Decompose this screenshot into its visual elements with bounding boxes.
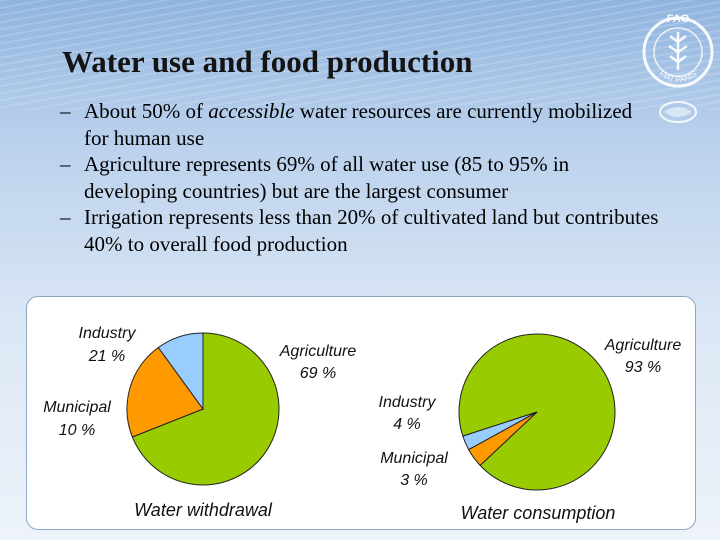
label-consumption-agriculture: Agriculture: [604, 337, 682, 354]
value-consumption-municipal: 3 %: [400, 472, 428, 489]
bullet-item: – Agriculture represents 69% of all water…: [60, 152, 570, 203]
value-withdrawal-municipal: 10 %: [59, 422, 95, 439]
logo-motto: FIAT PANIS: [657, 69, 698, 84]
fao-logo-icon: FAO FIAT PANIS: [642, 13, 714, 123]
bullet-text-tail: water resources are currently mobilized …: [84, 99, 633, 150]
label-consumption-industry: Industry: [379, 394, 437, 411]
pie-slice-consumption-municipal: [462, 411, 538, 451]
bullet-text: Irrigation represents less than 20% of c…: [84, 205, 659, 256]
value-consumption-industry: 4 %: [393, 416, 421, 433]
pie-slice-withdrawal-industry: [126, 346, 204, 438]
bullet-emphasis: accessible: [208, 99, 295, 123]
label-withdrawal-municipal: Municipal: [43, 399, 111, 416]
pie-chart-consumption: [458, 333, 616, 491]
slide-title: Water use and food production: [62, 44, 473, 79]
caption-consumption: Water consumption: [461, 503, 616, 523]
caption-withdrawal: Water withdrawal: [134, 500, 273, 520]
pie-chart-withdrawal: [126, 332, 280, 486]
pie-slice-withdrawal-agriculture: [131, 332, 280, 486]
bullet-list: – About 50% of accessible water resources…: [60, 98, 660, 257]
value-withdrawal-industry: 21 %: [88, 348, 125, 365]
logo-letters: FAO: [667, 13, 690, 25]
label-consumption-municipal: Municipal: [380, 450, 448, 467]
bullet-item: – About 50% of accessible water resources…: [60, 99, 633, 150]
bullet-text: About 50% of: [84, 99, 209, 123]
bullet-item: – Irrigation represents less than 20% of …: [60, 205, 659, 256]
value-withdrawal-agriculture: 69 %: [300, 365, 336, 382]
bullet-text: Agriculture represents 69% of all water …: [84, 152, 570, 203]
label-withdrawal-agriculture: Agriculture: [279, 343, 357, 360]
value-consumption-agriculture: 93 %: [625, 359, 661, 376]
label-withdrawal-industry: Industry: [79, 325, 137, 342]
background-texture: [0, 0, 720, 110]
pie-slice-withdrawal-municipal: [157, 332, 204, 411]
